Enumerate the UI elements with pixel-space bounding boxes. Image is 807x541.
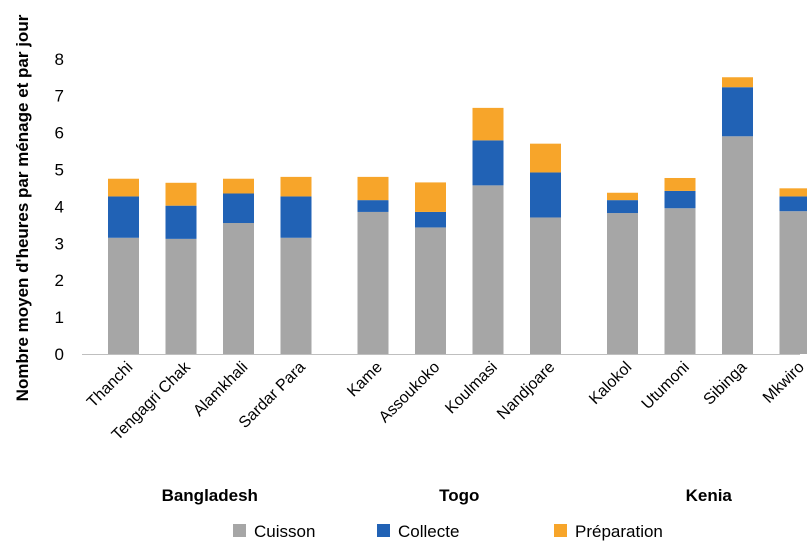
legend-label-collecte: Collecte <box>398 522 459 541</box>
bar-collecte-sibinga <box>722 87 753 137</box>
y-tick-label: 5 <box>55 161 64 180</box>
bar-collecte-mkwiro <box>779 196 807 212</box>
bar-preparation-nandjoare <box>530 143 561 173</box>
y-tick-label: 4 <box>55 197 64 216</box>
bar-cuisson-thanchi <box>108 237 139 354</box>
legend-swatch-preparation <box>554 524 567 537</box>
y-tick-label: 8 <box>55 50 64 69</box>
bar-preparation-assoukoko <box>415 182 446 212</box>
y-tick-label: 2 <box>55 271 64 290</box>
legend-swatch-collecte <box>377 524 390 537</box>
bar-cuisson-assoukoko <box>415 227 446 354</box>
legend: Cuisson Collecte Préparation <box>233 522 663 541</box>
bar-cuisson-tengagri-chak <box>165 238 197 354</box>
bar-preparation-thanchi <box>108 178 139 197</box>
category-label-mkwiro: Mkwiro <box>760 359 807 407</box>
bar-collecte-kalokol <box>607 200 638 214</box>
y-axis-ticks: 0 1 2 3 4 5 6 7 8 <box>55 50 64 364</box>
group-label-kenia: Kenia <box>686 486 733 505</box>
y-tick-label: 7 <box>55 87 64 106</box>
category-label-kalokol: Kalokol <box>586 359 635 408</box>
bar-cuisson-kame <box>357 211 389 354</box>
bar-preparation-utumoni <box>664 177 696 191</box>
bar-cuisson-alamkhali <box>223 223 254 354</box>
bar-collecte-sardar-para <box>280 196 312 238</box>
bar-collecte-assoukoko <box>415 211 446 228</box>
bar-preparation-sibinga <box>722 77 753 88</box>
category-label-sibinga: Sibinga <box>701 359 751 409</box>
y-tick-label: 1 <box>55 308 64 327</box>
bar-preparation-kame <box>357 176 389 201</box>
category-label-nandjoare: Nandjoare <box>494 359 558 423</box>
y-tick-label: 3 <box>55 234 64 253</box>
bar-preparation-sardar-para <box>280 176 312 197</box>
bar-cuisson-sardar-para <box>280 237 312 354</box>
bar-cuisson-utumoni <box>664 208 696 354</box>
y-axis-label: Nombre moyen d'heures par ménage et par … <box>13 14 32 401</box>
bar-preparation-kalokol <box>607 192 638 201</box>
bar-collecte-thanchi <box>108 196 139 238</box>
bar-collecte-tengagri-chak <box>165 205 197 239</box>
bar-cuisson-mkwiro <box>779 211 807 354</box>
bars <box>108 77 807 354</box>
category-label-alamkhali: Alamkhali <box>190 359 251 420</box>
category-label-utumoni: Utumoni <box>639 359 693 413</box>
bar-collecte-alamkhali <box>223 193 254 224</box>
legend-label-preparation: Préparation <box>575 522 663 541</box>
bar-cuisson-sibinga <box>722 136 753 354</box>
bar-preparation-mkwiro <box>779 188 807 197</box>
legend-swatch-cuisson <box>233 524 246 537</box>
bar-cuisson-kalokol <box>607 213 638 354</box>
bar-preparation-tengagri-chak <box>165 182 197 206</box>
category-label-kame: Kame <box>344 359 386 401</box>
category-label-assoukoko: Assoukoko <box>376 359 443 426</box>
bar-preparation-koulmasi <box>472 107 504 141</box>
bar-cuisson-nandjoare <box>530 217 561 354</box>
y-tick-label: 6 <box>55 124 64 143</box>
bar-collecte-utumoni <box>664 190 696 209</box>
y-tick-label: 0 <box>55 345 64 364</box>
bar-collecte-kame <box>357 200 389 212</box>
bar-collecte-koulmasi <box>472 140 504 186</box>
category-label-koulmasi: Koulmasi <box>442 359 501 418</box>
group-label-togo: Togo <box>439 486 479 505</box>
bar-preparation-alamkhali <box>223 178 254 194</box>
legend-label-cuisson: Cuisson <box>254 522 315 541</box>
group-label-bangladesh: Bangladesh <box>162 486 258 505</box>
group-labels: Bangladesh Togo Kenia <box>162 486 733 505</box>
bar-cuisson-koulmasi <box>472 185 504 354</box>
bar-collecte-nandjoare <box>530 172 561 218</box>
category-label-thanchi: Thanchi <box>84 359 136 411</box>
